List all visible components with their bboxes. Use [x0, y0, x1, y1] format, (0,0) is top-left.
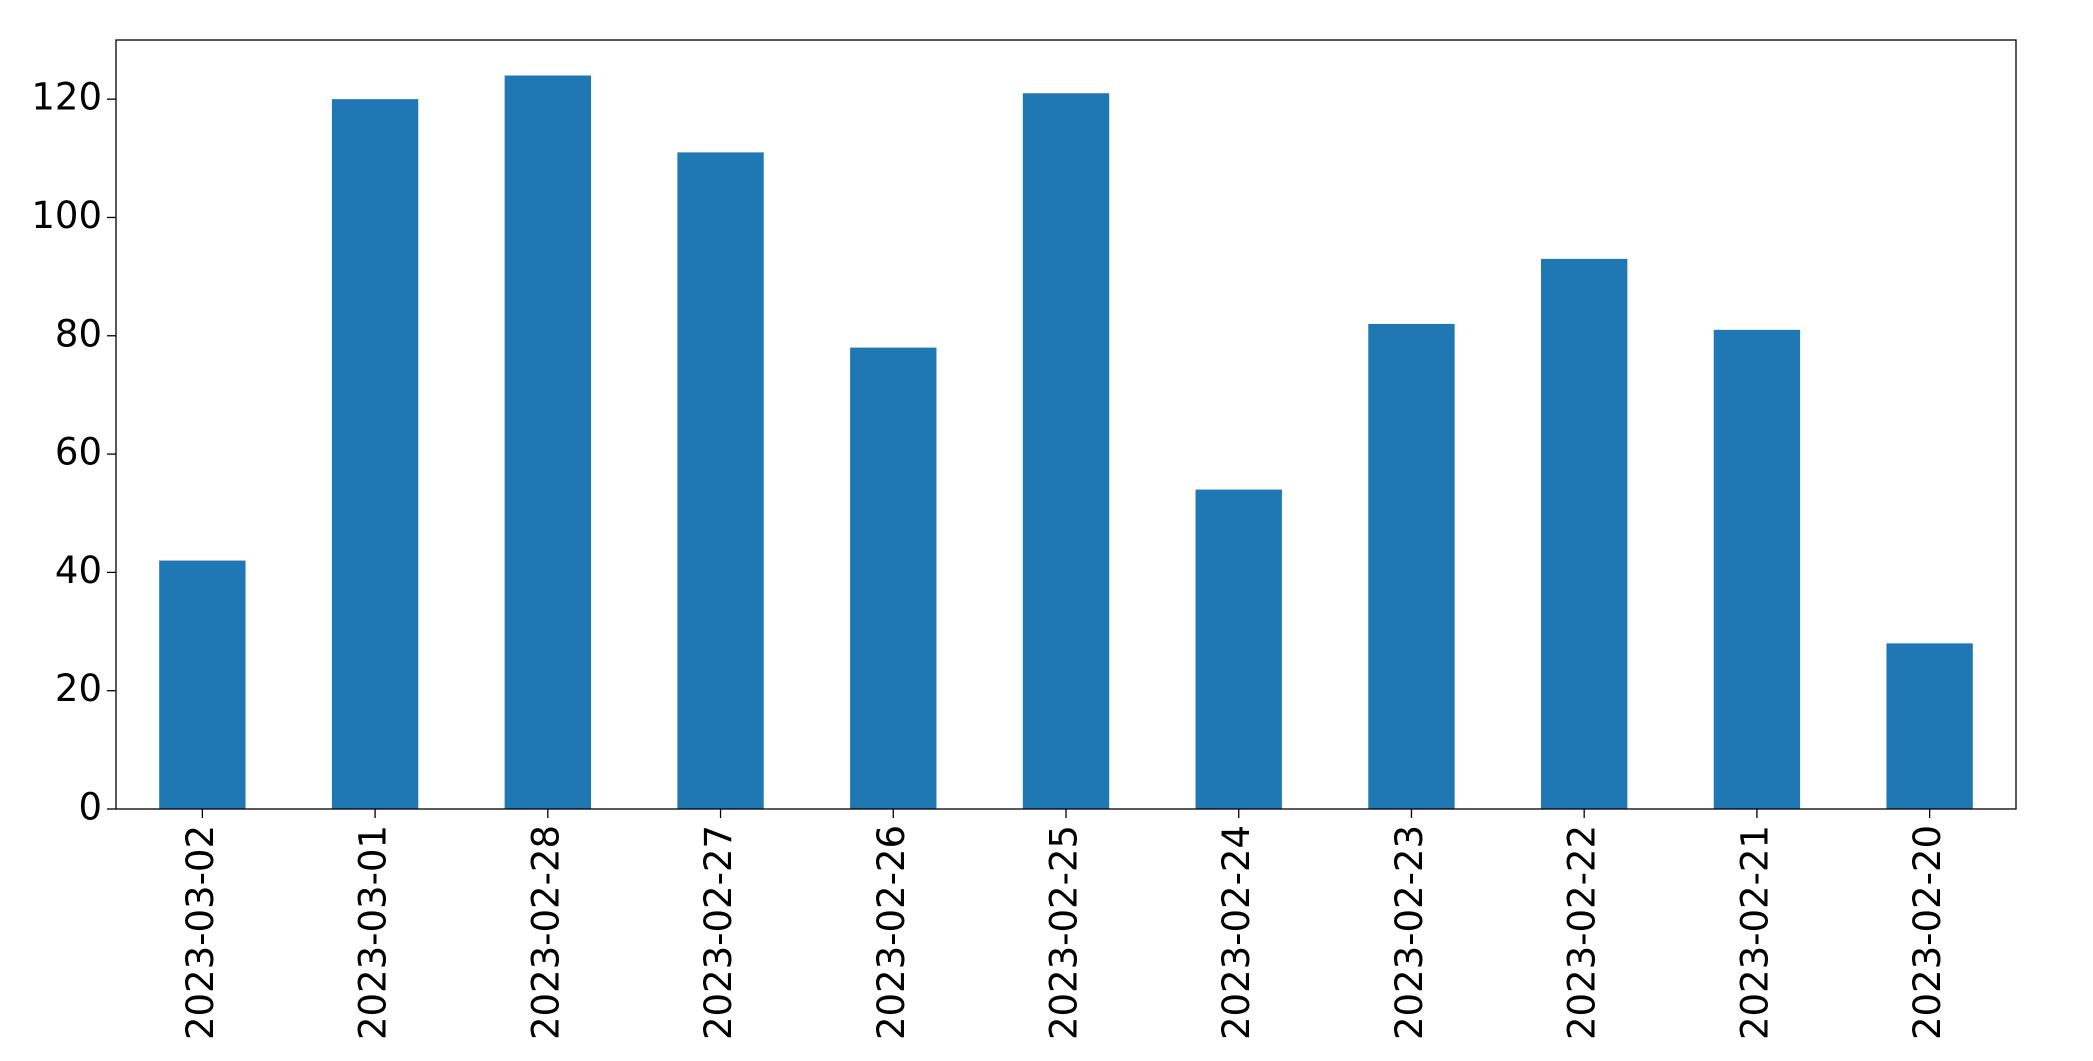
bar — [850, 347, 937, 809]
x-tick-label: 2023-02-26 — [870, 825, 913, 1040]
x-tick-label: 2023-02-20 — [1906, 825, 1949, 1040]
bar — [1368, 323, 1455, 809]
y-tick-label: 100 — [31, 194, 102, 237]
bar — [504, 75, 591, 809]
x-tick-label: 2023-02-23 — [1388, 825, 1431, 1040]
y-tick-label: 0 — [78, 786, 102, 829]
y-tick-label: 80 — [55, 312, 102, 355]
y-tick-label: 20 — [55, 667, 102, 710]
bar — [677, 152, 764, 809]
bar — [1541, 258, 1628, 809]
x-tick-label: 2023-02-25 — [1043, 825, 1086, 1040]
bar — [331, 99, 419, 809]
y-tick-label: 120 — [31, 76, 102, 119]
bar — [159, 560, 246, 809]
x-tick-label: 2023-02-27 — [697, 825, 740, 1040]
plot-frame — [115, 39, 2017, 810]
x-tick-label: 2023-03-02 — [179, 825, 222, 1040]
bar — [1713, 329, 1801, 809]
x-tick-label: 2023-03-01 — [352, 825, 395, 1040]
x-tick-label: 2023-02-24 — [1215, 825, 1258, 1040]
bar — [1022, 93, 1110, 809]
y-tick-label: 40 — [55, 549, 102, 592]
x-tick-label: 2023-02-22 — [1561, 825, 1604, 1040]
x-tick-label: 2023-02-28 — [524, 825, 567, 1040]
bar — [1886, 643, 1973, 809]
y-tick-label: 60 — [55, 431, 102, 474]
bar — [1195, 489, 1282, 809]
x-tick-label: 2023-02-21 — [1733, 825, 1776, 1040]
